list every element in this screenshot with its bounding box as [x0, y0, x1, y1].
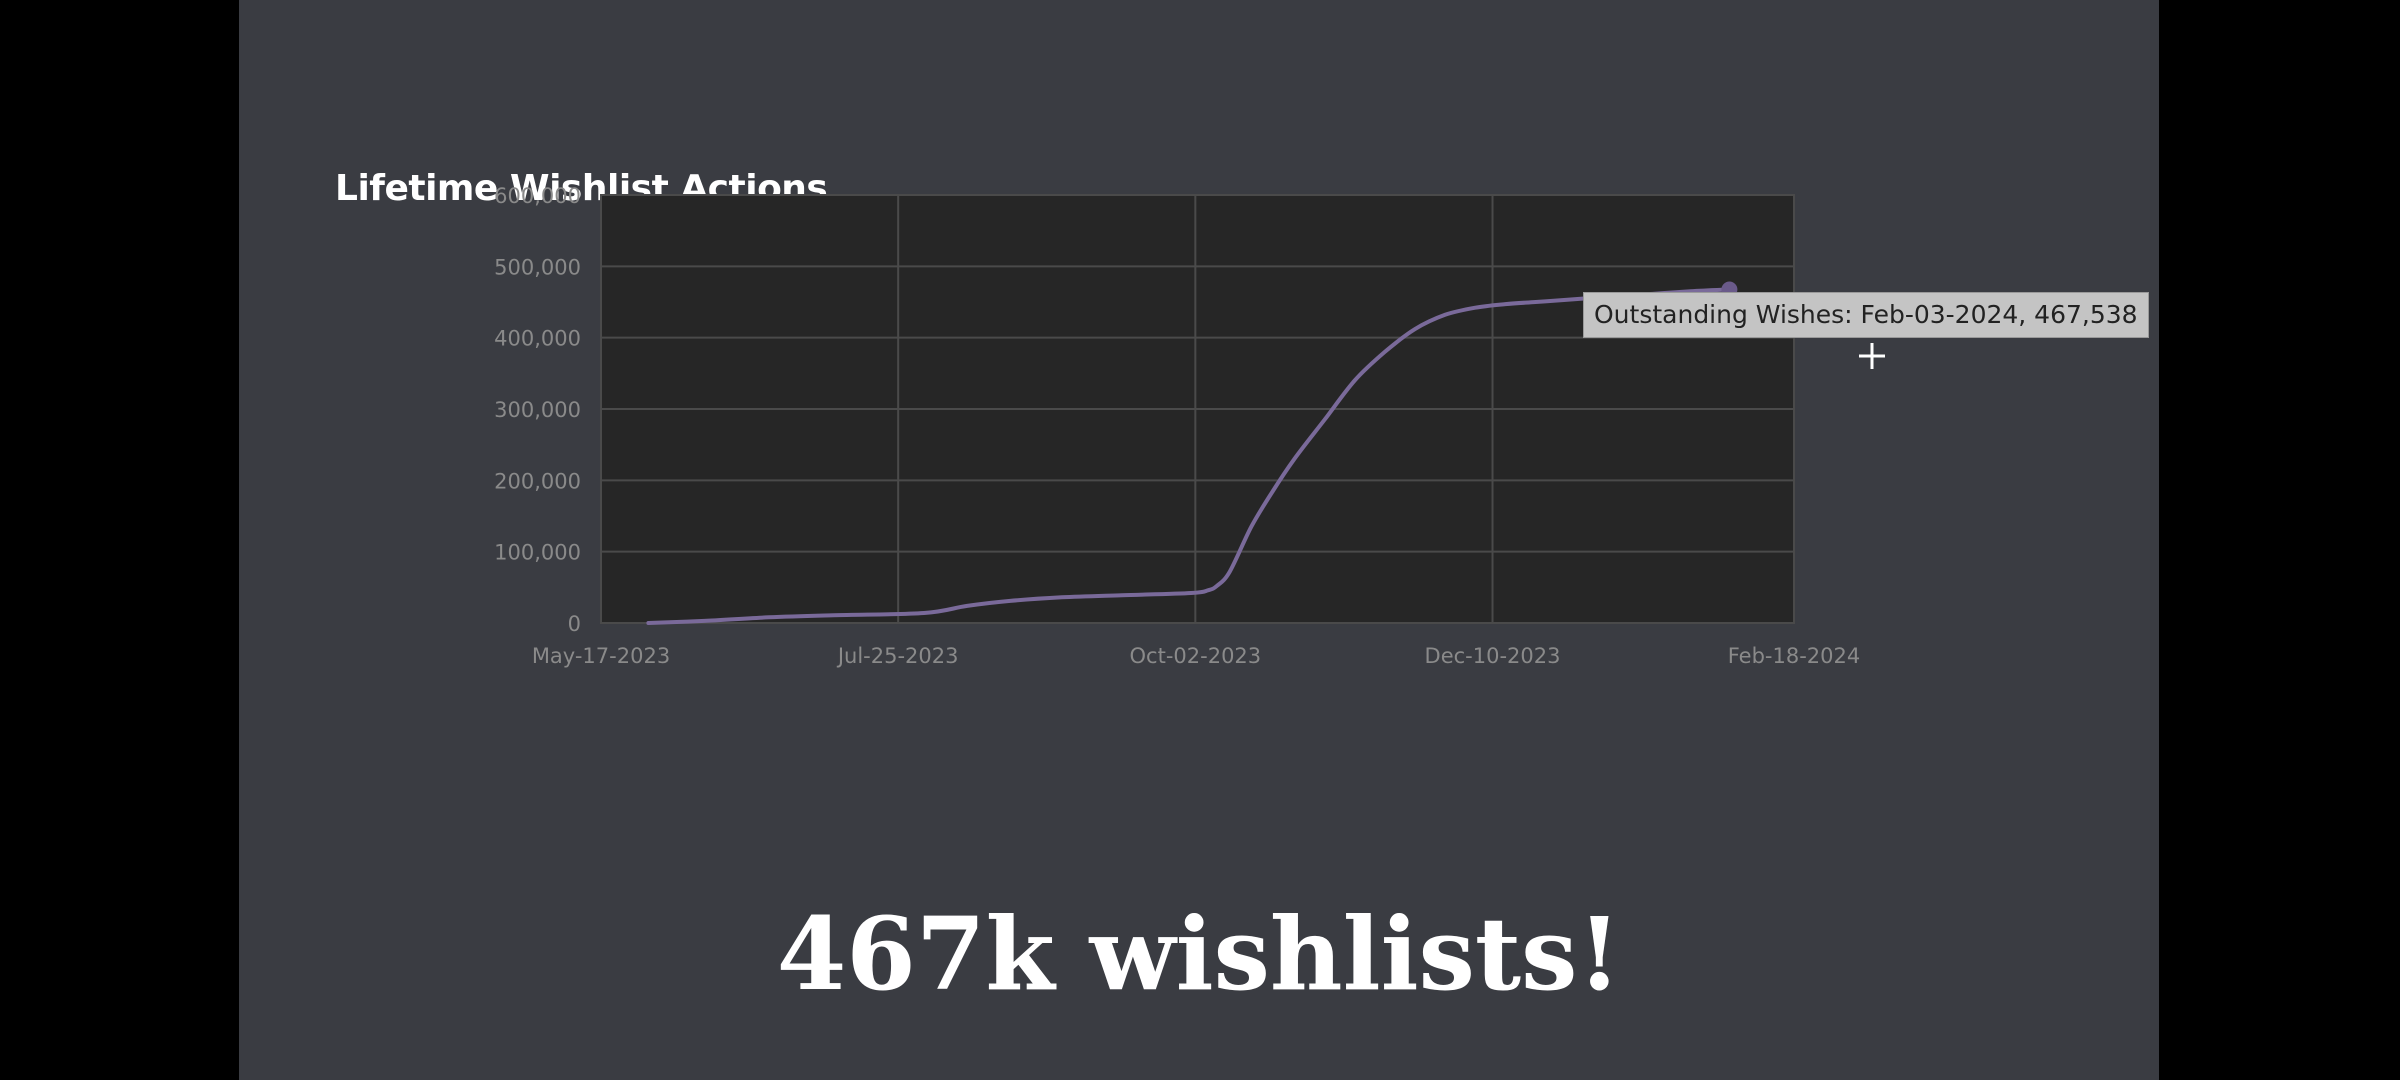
x-axis-tick-labels: May-17-2023 Jul-25-2023 Oct-02-2023 Dec-10-…	[532, 644, 1860, 668]
line-chart: 0 100,000 200,000 300,000 400,000 500,000 600,…	[494, 184, 1860, 668]
y-tick-label: 200,000	[494, 469, 581, 493]
x-tick-label: Oct-02-2023	[1130, 644, 1262, 668]
y-tick-label: 600,000	[494, 184, 581, 208]
y-axis-tick-labels: 0 100,000 200,000 300,000 400,000 500,000 600,…	[494, 184, 581, 636]
x-tick-label: Feb-18-2024	[1728, 644, 1861, 668]
vertical-gridlines	[897, 195, 1494, 623]
x-tick-label: May-17-2023	[532, 644, 670, 668]
y-tick-label: 0	[568, 612, 581, 636]
x-tick-label: Dec-10-2023	[1425, 644, 1561, 668]
y-tick-label: 400,000	[494, 327, 581, 351]
data-point-tooltip: Outstanding Wishes: Feb-03-2024, 467,538	[1583, 292, 2149, 338]
series-line-outstanding-wishes	[646, 287, 1732, 625]
slide: Lifetime Wishlist Actions 0 100,000 200,00…	[239, 0, 2159, 1080]
crosshair-cursor-icon	[1859, 343, 1885, 369]
y-tick-label: 100,000	[494, 541, 581, 565]
slide-caption: 467k wishlists!	[776, 895, 1622, 1013]
x-tick-label: Jul-25-2023	[836, 644, 959, 668]
y-tick-label: 500,000	[494, 255, 581, 279]
y-tick-label: 300,000	[494, 398, 581, 422]
horizontal-gridlines	[601, 194, 1794, 624]
